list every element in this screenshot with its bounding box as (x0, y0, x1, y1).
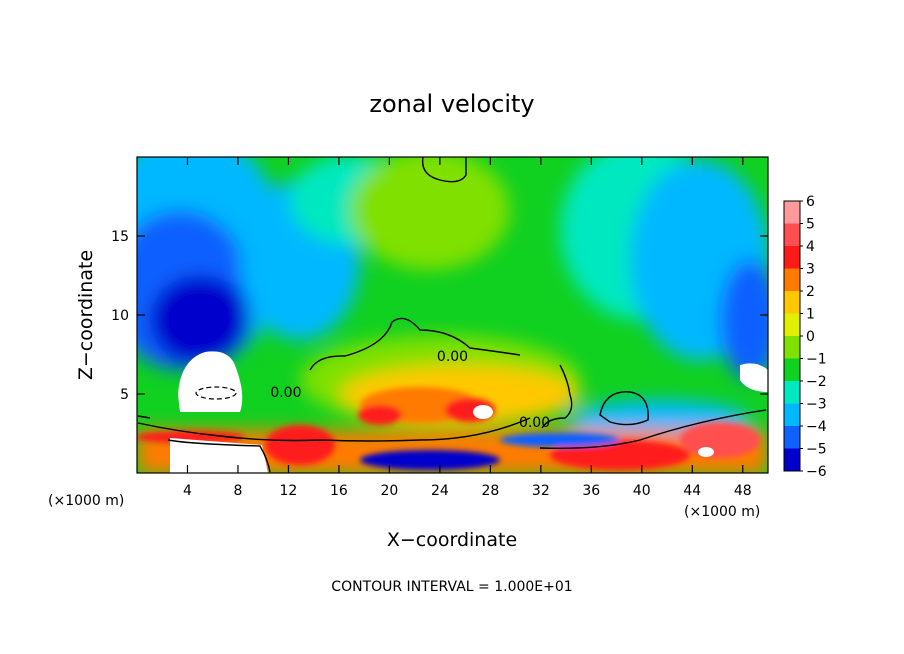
x-tick-label: 20 (380, 483, 398, 499)
colorbar-swatch (784, 246, 800, 269)
x-tick-label: 48 (734, 483, 752, 499)
colorbar-swatch (784, 358, 800, 381)
colorbar-swatch (784, 291, 800, 314)
x-tick-label: 12 (280, 483, 298, 499)
colorbar-label: −2 (806, 374, 827, 390)
x-unit-right: (×1000 m) (684, 504, 760, 520)
contour-interval-note: CONTOUR INTERVAL = 1.000E+01 (331, 579, 572, 595)
colorbar-label: −3 (806, 397, 827, 413)
x-tick-label: 8 (233, 483, 242, 499)
y-tick-label: 15 (111, 229, 129, 245)
x-tick-label: 16 (330, 483, 348, 499)
colorbar-swatch (784, 426, 800, 449)
x-axis-label: X−coordinate (387, 529, 517, 551)
y-axis: 5 10 15 (111, 229, 768, 403)
colorbar-label: 1 (806, 307, 815, 323)
colorbar-label: 6 (806, 194, 815, 210)
contour-label: 0.00 (437, 349, 468, 365)
colorbar-swatch (784, 336, 800, 359)
colorbar-swatch (784, 381, 800, 404)
colorbar-swatch (784, 313, 800, 336)
contour-label: 0.00 (270, 385, 301, 401)
x-tick-label: 36 (582, 483, 600, 499)
colorbar-label: 0 (806, 329, 815, 345)
colorbar-swatch (784, 448, 800, 471)
velocity-field: 0.00 0.00 0.00 (137, 157, 768, 473)
x-tick-label: 4 (183, 483, 192, 499)
colorbar-label: 4 (806, 239, 815, 255)
colorbar-label: −5 (806, 442, 827, 458)
colorbar: 6 5 4 3 2 1 0 −1 −2 −3 −4 −5 −6 (783, 194, 827, 480)
colorbar-swatch (784, 403, 800, 426)
y-tick-label: 5 (120, 387, 129, 403)
x-tick-label: 44 (683, 483, 701, 499)
y-tick-label: 10 (111, 308, 129, 324)
x-axis: 4 8 12 16 20 24 28 32 36 40 44 48 (183, 157, 752, 499)
x-tick-label: 24 (431, 483, 449, 499)
colorbar-swatch (784, 268, 800, 291)
colorbar-swatch (784, 223, 800, 246)
colorbar-label: −6 (806, 464, 827, 480)
colorbar-label: 3 (806, 262, 815, 278)
y-axis-label: Z−coordinate (75, 250, 97, 380)
x-tick-label: 40 (633, 483, 651, 499)
colorbar-label: −1 (806, 352, 827, 368)
contour-label: 0.00 (519, 415, 550, 431)
colorbar-label: −4 (806, 419, 827, 435)
colorbar-label: 2 (806, 284, 815, 300)
x-tick-label: 28 (481, 483, 499, 499)
x-unit-left: (×1000 m) (48, 493, 124, 509)
colorbar-label: 5 (806, 217, 815, 233)
colorbar-swatch (784, 201, 800, 224)
x-tick-label: 32 (532, 483, 550, 499)
chart-title: zonal velocity (369, 90, 534, 118)
